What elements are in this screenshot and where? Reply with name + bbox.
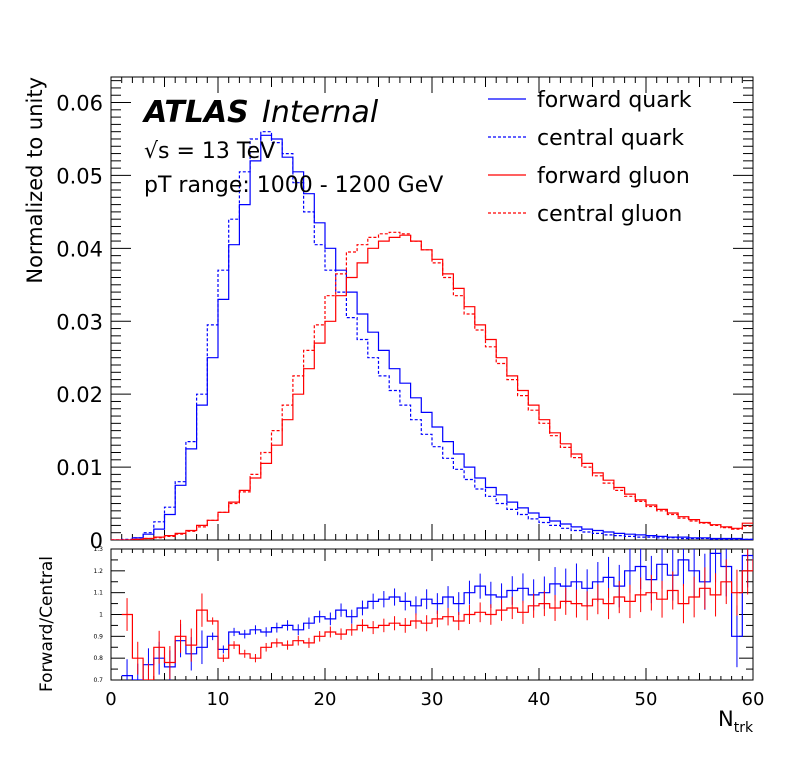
ratio-x-tick-label: 20	[314, 689, 337, 710]
main-y-tick-label: 0	[90, 529, 103, 553]
main-y-tick-labels: 0 0.01 0.02 0.03 0.04 0.05 0.06	[56, 92, 103, 553]
main-y-axis-label: Normalized to unity	[23, 77, 47, 284]
main-axis-ticks	[110, 77, 754, 541]
main-y-tick-label: 0.01	[56, 456, 103, 480]
main-y-tick-label: 0.03	[56, 310, 103, 334]
ratio-x-tick-label: 50	[635, 689, 658, 710]
ratio-hist-forward-quark	[121, 552, 753, 680]
legend-entry: central quark	[537, 126, 684, 151]
energy-label: √s = 13 TeV	[144, 139, 275, 164]
ratio-hist-forward-gluon	[121, 559, 753, 680]
ratio-y-axis-label: Forward/Central	[37, 556, 57, 692]
ratio-y-tick-label: 0.9	[93, 633, 103, 640]
ratio-y-tick-label: 1.3	[93, 546, 103, 553]
ratio-panel: 0.7 0.8 0.9 1 1.1 1.2 1.3 0 10 20 30 40 50 60 Forwar…	[37, 546, 764, 736]
ratio-x-tick-label: 60	[742, 689, 765, 710]
main-y-tick-label: 0.05	[56, 164, 103, 188]
legend-entry: forward quark	[537, 88, 692, 113]
ratio-y-tick-labels: 0.7 0.8 0.9 1 1.1 1.2 1.3	[93, 546, 103, 684]
ratio-x-tick-label: 0	[105, 689, 116, 710]
legend-entry: central gluon	[537, 202, 682, 227]
main-y-tick-label: 0.02	[56, 383, 103, 407]
ratio-y-tick-label: 0.8	[93, 655, 103, 662]
hist-central-gluon	[111, 231, 753, 540]
main-y-tick-label: 0.06	[56, 92, 103, 116]
internal-label: Internal	[262, 95, 379, 130]
x-axis-label: Ntrk	[718, 707, 754, 736]
x-axis-label-subscript: trk	[734, 720, 754, 736]
legend: forward quark central quark forward gluon c…	[488, 88, 692, 227]
atlas-label: ATLAS	[142, 95, 249, 130]
ratio-histograms	[121, 549, 753, 680]
main-y-tick-label: 0.04	[56, 237, 103, 261]
ratio-y-tick-label: 0.7	[93, 677, 103, 684]
pt-range-label: pT range: 1000 - 1200 GeV	[144, 173, 443, 198]
ratio-y-tick-label: 1	[99, 612, 103, 619]
ratio-axis-ticks	[110, 548, 754, 681]
hist-central-quark	[111, 131, 753, 540]
ratio-x-tick-label: 40	[528, 689, 551, 710]
legend-entry: forward gluon	[537, 164, 690, 189]
main-panel: 0 0.01 0.02 0.03 0.04 0.05 0.06 Normalized to …	[23, 76, 754, 553]
ratio-x-tick-label: 10	[207, 689, 230, 710]
ratio-x-tick-labels: 0 10 20 30 40 50 60	[105, 689, 764, 710]
ratio-x-tick-label: 30	[421, 689, 444, 710]
ratio-y-tick-label: 1.1	[93, 590, 103, 597]
main-histograms	[111, 131, 753, 540]
ratio-y-tick-label: 1.2	[93, 568, 103, 575]
